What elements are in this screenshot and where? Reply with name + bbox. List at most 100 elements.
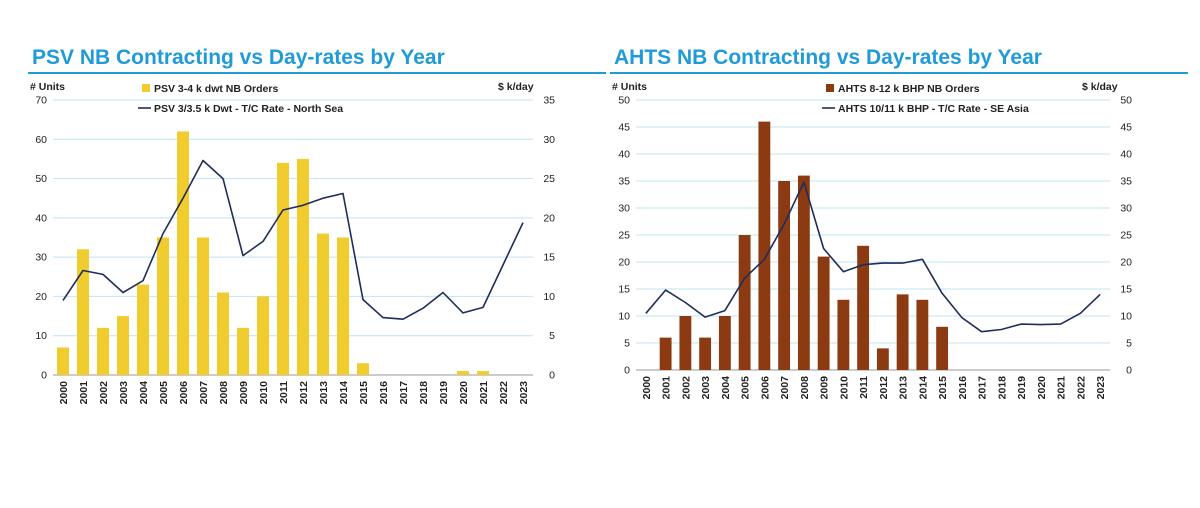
legend-label-bars: AHTS 8-12 k BHP NB Orders [838, 83, 980, 95]
y-right-tick-label: 5 [1126, 338, 1132, 350]
legend-label-line: PSV 3/3.5 k Dwt - T/C Rate - North Sea [154, 103, 343, 115]
bar [817, 256, 830, 370]
x-tick-label: 2021 [1056, 376, 1068, 400]
y-left-tick-label: 0 [624, 365, 630, 377]
y-right-tick-label: 25 [1120, 230, 1132, 242]
x-tick-label: 2003 [118, 381, 130, 404]
y-left-tick-label: 50 [35, 173, 47, 185]
bar [718, 316, 731, 370]
x-tick-label: 2020 [1036, 376, 1048, 400]
y-right-tick-label: 0 [1126, 365, 1132, 377]
x-tick-label: 2002 [98, 381, 110, 404]
x-tick-label: 2007 [198, 381, 210, 404]
legend-label-line: AHTS 10/11 k BHP - T/C Rate - SE Asia [838, 103, 1029, 115]
x-tick-label: 2014 [338, 381, 350, 404]
x-tick-label: 2000 [58, 381, 70, 404]
y-right-tick-label: 15 [1120, 284, 1132, 296]
y-right-tick-label: 10 [543, 291, 555, 303]
bar [738, 235, 751, 370]
y-left-axis-title: # Units [30, 81, 65, 93]
y-left-tick-label: 45 [618, 122, 630, 134]
y-left-tick-label: 35 [618, 176, 630, 188]
x-tick-label: 2018 [996, 376, 1008, 400]
bar [477, 371, 489, 375]
bar [699, 337, 712, 370]
x-tick-label: 2018 [418, 381, 430, 404]
y-right-tick-label: 40 [1120, 149, 1132, 161]
title-underline [28, 72, 606, 74]
chart-title: PSV NB Contracting vs Day-rates by Year [32, 46, 445, 69]
x-tick-label: 2003 [700, 376, 712, 400]
x-tick-label: 2013 [318, 381, 330, 404]
rate-line [62, 159, 524, 320]
x-tick-label: 2006 [178, 381, 190, 404]
bar [778, 181, 791, 370]
x-tick-label: 2009 [819, 376, 831, 400]
bar [659, 337, 672, 370]
y-left-tick-label: 30 [35, 252, 47, 264]
x-tick-label: 2012 [298, 381, 310, 404]
x-tick-label: 2019 [438, 381, 450, 404]
x-tick-label: 2009 [238, 381, 250, 404]
bar [117, 316, 129, 375]
y-left-tick-label: 5 [624, 338, 630, 350]
y-right-tick-label: 50 [1120, 95, 1132, 107]
x-tick-label: 2005 [158, 381, 170, 404]
bar [916, 299, 929, 370]
psv-chart: 0 10 20 30 40 50 60 70 0 5 10 15 20 25 30 35 # Units $ k/… [30, 81, 555, 404]
bar [217, 292, 229, 375]
bar [837, 299, 850, 370]
y-right-tick-label: 20 [543, 212, 555, 224]
y-right-axis-title: $ k/day [498, 81, 534, 93]
legend-label-bars: PSV 3-4 k dwt NB Orders [154, 83, 278, 95]
x-tick-label: 2023 [518, 381, 530, 404]
y-left-axis-title: # Units [612, 81, 647, 93]
x-tick-label: 2004 [138, 381, 150, 404]
y-right-tick-label: 0 [549, 370, 555, 382]
y-left-tick-label: 15 [618, 284, 630, 296]
y-left-tick-label: 60 [35, 134, 47, 146]
ahts-chart-panel: AHTS NB Contracting vs Day-rates by Year… [610, 0, 1188, 508]
y-left-tick-label: 30 [618, 203, 630, 215]
x-tick-label: 2014 [917, 376, 929, 400]
x-tick-label: 2007 [779, 376, 791, 400]
x-tick-label: 2016 [957, 376, 969, 400]
y-right-tick-label: 20 [1120, 257, 1132, 269]
bar [357, 363, 369, 375]
bar [97, 327, 109, 375]
x-tick-label: 2020 [458, 381, 470, 404]
bar [317, 233, 329, 375]
ahts-chart: 0 5 10 15 20 25 30 35 40 45 50 0 5 10 15 20 25 30 35 40 45 50… [612, 81, 1132, 400]
y-left-tick-label: 70 [35, 95, 47, 107]
bar [277, 162, 289, 375]
legend-swatch-bars [142, 84, 150, 92]
x-tick-label: 2004 [720, 376, 732, 400]
bar [197, 237, 209, 375]
bar [758, 121, 771, 370]
x-tick-label: 2023 [1095, 376, 1107, 400]
y-left-tick-label: 10 [618, 311, 630, 323]
bar [876, 348, 889, 370]
bar [896, 294, 909, 370]
x-tick-label: 2001 [78, 381, 90, 404]
x-tick-label: 2006 [759, 376, 771, 400]
x-tick-label: 2013 [898, 376, 910, 400]
x-tick-label: 2010 [258, 381, 270, 404]
x-tick-label: 2011 [858, 376, 870, 399]
x-tick-label: 2017 [398, 381, 410, 404]
x-tick-label: 2001 [661, 376, 673, 400]
bar [177, 131, 189, 375]
bar [237, 327, 249, 375]
x-tick-label: 2010 [838, 376, 850, 400]
y-right-tick-label: 30 [543, 134, 555, 146]
y-right-tick-label: 45 [1120, 122, 1132, 134]
bar [57, 347, 69, 375]
y-left-tick-label: 20 [618, 257, 630, 269]
y-left-tick-label: 10 [35, 330, 47, 342]
x-tick-label: 2012 [878, 376, 890, 400]
bar [137, 284, 149, 375]
y-right-tick-label: 25 [543, 173, 555, 185]
y-right-tick-label: 15 [543, 252, 555, 264]
y-right-tick-label: 30 [1120, 203, 1132, 215]
bar [297, 158, 309, 375]
